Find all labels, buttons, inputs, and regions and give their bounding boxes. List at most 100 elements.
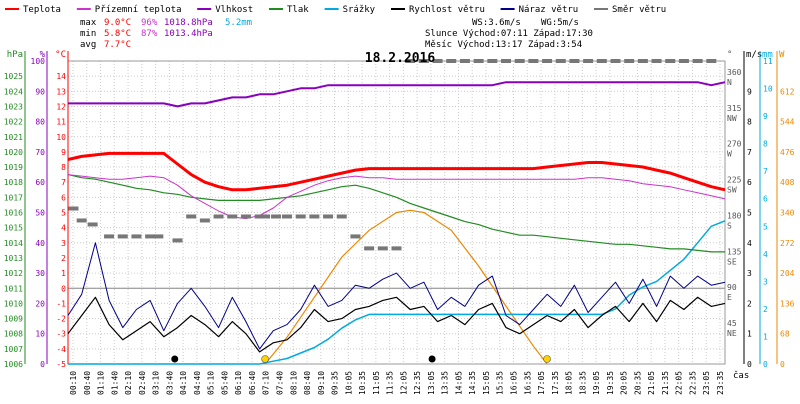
x-tick-label: 05:10 [207, 371, 216, 395]
x-tick-label: 07:40 [275, 371, 284, 395]
x-tick-label: 02:10 [124, 371, 133, 395]
temp-axis-unit: °C [55, 50, 66, 60]
rain-axis-tick: 0 [763, 360, 768, 369]
x-tick-label: 15:35 [496, 371, 505, 395]
info-ws: WS:3.6m/s [472, 18, 521, 28]
temp-axis-tick: 0 [61, 284, 66, 293]
hpa-axis-tick: 1009 [4, 315, 23, 324]
x-tick-label: 23:35 [716, 371, 725, 395]
stats-max-temp: 9.0°C [104, 18, 131, 28]
hpa-axis-tick: 1015 [4, 224, 23, 233]
stats-avg-label: avg [80, 40, 96, 50]
series-line-teplota [67, 151, 726, 192]
wind-direction-mark [186, 214, 197, 219]
temp-axis-tick: -1 [56, 299, 66, 308]
wind-direction-mark [651, 59, 662, 63]
hpa-axis-tick: 1014 [4, 239, 23, 248]
x-tick-label: 08:10 [289, 371, 298, 395]
x-tick-label: 07:10 [262, 371, 271, 395]
stats-min-label: min [80, 29, 96, 39]
temp-axis-tick: 2 [61, 254, 66, 263]
legend-label-smer-vetru: Směr větru [612, 5, 666, 15]
rain-axis-tick: 6 [763, 195, 768, 204]
temp-axis-tick: 14 [56, 72, 66, 81]
percent-axis-tick: 10 [35, 330, 45, 339]
percent-axis-tick: 40 [35, 239, 45, 248]
wind-direction-mark [282, 214, 292, 219]
x-tick-label: 06:40 [248, 371, 257, 395]
wind-direction-mark [624, 59, 635, 63]
info-moon: Měsíc Východ:13:17 Západ:3:54 [425, 40, 582, 50]
legend-label-prizemni-teplota: Přízemní teplota [95, 5, 182, 15]
rain-axis-unit: mm [762, 50, 773, 60]
direction-tick-deg: 225 [727, 176, 742, 185]
wind-direction-mark [131, 234, 142, 239]
x-tick-label: 00:10 [69, 371, 78, 395]
x-tick-label: 22:35 [688, 371, 697, 395]
sun-sunrise-marker [261, 355, 269, 363]
wind-direction-mark [295, 214, 306, 219]
x-tick-label: 21:05 [647, 371, 656, 395]
wind-direction-mark [432, 59, 443, 63]
series-line-srazky [68, 220, 726, 365]
wind-axis-tick: 5 [747, 209, 752, 218]
x-tick-label: 03:40 [165, 371, 174, 395]
temp-axis-tick: 6 [61, 193, 66, 202]
stats-max-label: max [80, 18, 97, 28]
percent-axis-tick: 70 [35, 148, 45, 157]
direction-tick-name: N [727, 78, 732, 87]
temp-axis-tick: 7 [61, 178, 66, 187]
x-tick-label: 19:05 [592, 371, 601, 395]
wind-direction-mark [271, 214, 282, 219]
wind-direction-mark [323, 214, 334, 219]
hpa-axis-tick: 1011 [4, 284, 23, 293]
wind-direction-mark [610, 59, 621, 63]
wind-direction-mark [405, 59, 416, 63]
wind-direction-mark [227, 214, 238, 219]
direction-tick-name: S [727, 221, 732, 230]
rain-axis-tick: 3 [763, 277, 768, 286]
hpa-axis-tick: 1019 [4, 163, 23, 172]
rain-axis-tick: 11 [763, 57, 773, 66]
solar-axis-tick: 340 [780, 209, 795, 218]
percent-axis-tick: 50 [35, 209, 45, 218]
direction-tick-name: NE [727, 329, 737, 338]
direction-tick-name: SW [727, 186, 737, 195]
x-tick-label: 23:05 [702, 371, 711, 395]
rain-axis-tick: 5 [763, 222, 768, 231]
legend: Teplota Přízemní teplota Vlhkost Tlak Srážky… [5, 5, 666, 15]
wind-direction-mark [637, 59, 648, 63]
solar-axis-tick: 68 [780, 330, 790, 339]
wind-direction-mark [145, 234, 156, 239]
wind-direction-mark [569, 59, 580, 63]
direction-tick-deg: 270 [727, 140, 742, 149]
x-tick-label: 13:35 [441, 371, 450, 395]
wind-direction-mark [473, 59, 484, 63]
legend-label-teplota: Teplota [23, 5, 61, 15]
sun-sunset-marker [543, 355, 551, 363]
x-tick-label: 09:35 [331, 371, 340, 395]
legend-label-rychlost-vetru: Rychlost větru [409, 5, 485, 15]
rain-axis-tick: 7 [763, 167, 768, 176]
legend-label-tlak: Tlak [287, 5, 309, 15]
direction-tick-name: E [727, 293, 732, 302]
hpa-axis-tick: 1021 [4, 133, 23, 142]
wind-direction-mark [514, 59, 525, 63]
wind-axis-tick: 8 [747, 118, 752, 127]
wind-direction-mark [501, 59, 511, 63]
wind-direction-mark [706, 59, 717, 63]
temp-axis-tick: -4 [56, 345, 66, 354]
temp-axis-tick: 10 [56, 133, 66, 142]
stats-max-hum: 96% [141, 18, 158, 28]
x-tick-label: 22:05 [675, 371, 684, 395]
wind-direction-mark [555, 59, 566, 63]
x-tick-label: 10:05 [344, 371, 353, 395]
wind-direction-mark [68, 206, 79, 211]
solar-axis-tick: 544 [780, 118, 795, 127]
hpa-axis-tick: 1022 [4, 118, 23, 127]
x-axis-label: čas [733, 370, 749, 381]
sun-curve-line [264, 209, 548, 365]
solar-axis-unit: W [779, 50, 785, 60]
wind-direction-mark [542, 59, 553, 63]
rain-axis-tick: 4 [763, 250, 768, 259]
